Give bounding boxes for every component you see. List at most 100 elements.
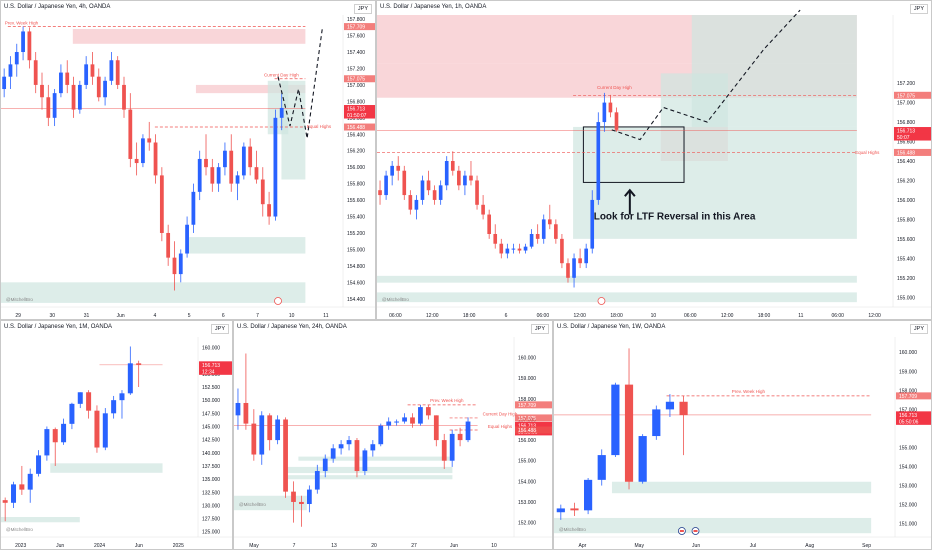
candle-body [384, 175, 388, 196]
price-tick: 155.000 [897, 295, 915, 301]
candle-body [115, 60, 120, 85]
time-tick: May [635, 543, 645, 549]
candle-body [36, 455, 42, 474]
chart-title: U.S. Dollar / Japanese Yen, 24h, OANDA [237, 324, 347, 330]
supply-zone [72, 28, 306, 44]
price-tick: 155.000 [518, 459, 536, 465]
currency-badge[interactable]: JPY [909, 4, 928, 14]
time-tick: 27 [411, 543, 417, 549]
price-tick: 156.600 [347, 116, 365, 122]
price-tick: 156.200 [897, 178, 915, 184]
currency-badge[interactable]: JPY [210, 324, 229, 334]
candle-body [86, 392, 92, 411]
price-tick: 154.400 [347, 297, 365, 303]
candle-body [275, 419, 281, 441]
candle-body [652, 409, 661, 437]
candle-body [134, 158, 139, 164]
annotation-label: Prev. Week High [430, 398, 464, 403]
candle-body [235, 402, 241, 416]
candle-body [554, 224, 558, 239]
candle-body [65, 72, 70, 85]
candle-body [638, 436, 647, 482]
price-label: 157.709 [518, 403, 536, 409]
candle-body [210, 167, 215, 184]
candle-body [241, 146, 246, 176]
usdjpy-1m-chart[interactable]: U.S. Dollar / Japanese Yen, 1M, OANDA JP… [0, 320, 233, 550]
currency-badge[interactable]: JPY [530, 324, 549, 334]
time-tick: Apr [579, 543, 587, 549]
price-label-bg [515, 414, 552, 422]
candle-body [52, 429, 58, 443]
candle-body [191, 191, 196, 225]
price-label-bg [896, 417, 931, 425]
usdjpy-1h-chart[interactable]: U.S. Dollar / Japanese Yen, 1h, OANDA JP… [376, 0, 932, 320]
price-label-bg [199, 367, 232, 375]
price-tick: 145.000 [202, 424, 220, 430]
candle-body [59, 72, 63, 94]
price-label: 156.713 [202, 363, 220, 369]
candle-body [547, 219, 552, 225]
time-tick: 10 [289, 313, 295, 319]
annotation-label: Equal Highs [307, 124, 332, 129]
candle-body [254, 167, 259, 180]
candle-body [378, 425, 384, 445]
candle-body [566, 263, 570, 278]
price-tick: 160.000 [899, 350, 917, 356]
price-tick: 156.800 [347, 99, 365, 105]
price-tick: 157.200 [347, 66, 365, 72]
price-tick: 156.400 [897, 159, 915, 165]
chart-canvas: Prev. Week High160.000159.000158.000157.… [554, 337, 931, 549]
price-label-bg [344, 23, 375, 31]
price-tick: 154.000 [899, 465, 917, 471]
candle-body [420, 180, 425, 200]
candle-body [127, 363, 133, 394]
target-box [582, 126, 685, 183]
price-tick: 156.000 [518, 438, 536, 444]
price-tick: 152.500 [202, 385, 220, 391]
candle-body [590, 199, 595, 249]
candle-body [570, 508, 579, 511]
time-tick: Jun [135, 543, 143, 549]
price-tick: 150.000 [202, 398, 220, 404]
candle-body [21, 31, 25, 53]
usdjpy-1w-chart[interactable]: U.S. Dollar / Japanese Yen, 1W, OANDA JP… [553, 320, 932, 550]
annotation-label: Equal Highs [488, 424, 513, 429]
candle-body [27, 473, 33, 490]
usdjpy-4h-chart[interactable]: U.S. Dollar / Japanese Yen, 4h, OANDA JP… [0, 0, 376, 320]
time-tick: Jun [450, 543, 458, 549]
currency-badge[interactable]: JPY [353, 4, 372, 14]
candle-body [541, 219, 546, 239]
candle-body [408, 195, 413, 210]
candle-body [338, 444, 344, 449]
candle-body [235, 175, 240, 184]
price-tick: 140.000 [202, 451, 220, 457]
demand-zone [50, 463, 163, 473]
price-tick: 156.000 [897, 198, 915, 204]
annotation-label: Current Day High [597, 85, 632, 90]
candle-body [260, 179, 265, 205]
candle-body [94, 410, 100, 448]
candle-body [396, 165, 401, 171]
candle-body [624, 384, 634, 482]
candle-body [141, 138, 145, 164]
price-label-bg [894, 91, 931, 99]
projection-path [611, 9, 801, 141]
time-tick: Jun [692, 543, 700, 549]
candle-body [90, 64, 95, 77]
demand-zone [298, 456, 453, 461]
usdjpy-24h-chart[interactable]: U.S. Dollar / Japanese Yen, 24h, OANDA J… [233, 320, 553, 550]
candle-body [71, 84, 76, 110]
candle-body [11, 484, 17, 503]
annotation-label: Prev. Week High [5, 21, 39, 26]
candle-body [185, 224, 189, 254]
annotation-label: Current Day High [483, 411, 518, 416]
price-tick: 155.800 [347, 182, 365, 188]
price-tick: 157.000 [347, 83, 365, 89]
candle-body [584, 248, 588, 264]
currency-badge[interactable]: JPY [909, 324, 928, 334]
candle-body [560, 238, 564, 264]
candle-body [529, 234, 534, 247]
price-label-bg [344, 111, 375, 119]
candle-body [410, 417, 415, 424]
price-tick: 158.000 [518, 397, 536, 403]
